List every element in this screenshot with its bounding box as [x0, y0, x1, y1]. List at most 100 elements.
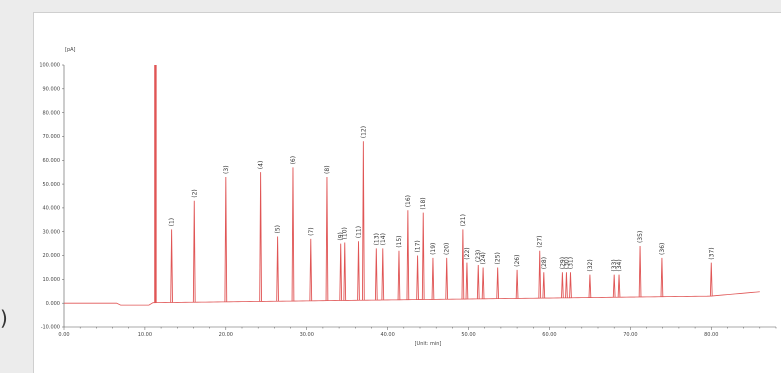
y-tick-label: 50.000 — [43, 182, 61, 188]
peak-label: (18) — [420, 197, 427, 209]
y-tick-label: 10.000 — [43, 277, 61, 283]
peak-mark — [357, 241, 360, 301]
baseline-layer — [64, 291, 760, 306]
y-tick-label: 20.000 — [43, 253, 61, 259]
peak-mark — [617, 274, 621, 298]
peak-label: (19) — [430, 243, 437, 255]
peak-label: (10) — [342, 227, 349, 239]
x-tick-label: 60.00 — [542, 332, 556, 338]
peak-label: (7) — [308, 227, 315, 236]
peak-mark — [362, 141, 365, 301]
peak-mark — [496, 267, 500, 299]
peak-mark — [588, 274, 592, 298]
peak-mark — [381, 248, 385, 301]
peak-mark — [343, 242, 347, 301]
x-tick-label: 20.00 — [219, 332, 233, 338]
peak-label: (36) — [659, 243, 666, 255]
peak-label: (2) — [191, 189, 198, 198]
peak-label: (23) — [475, 250, 482, 262]
peak-mark — [170, 229, 173, 303]
peak-mark — [565, 272, 568, 298]
peak-mark — [660, 257, 664, 297]
y-tick-label: 100.000 — [39, 63, 60, 69]
peak-label: (6) — [290, 156, 297, 165]
y-axis-title: [pA] — [65, 47, 76, 53]
peak-mark — [465, 262, 469, 300]
peak-label: (33) — [611, 259, 618, 271]
peak-label: (31) — [567, 257, 574, 269]
peak-mark — [421, 212, 425, 300]
x-axis-title: [Unit: min] — [415, 341, 442, 347]
axes-group: -10.000 0.000 10.000 20.000 30.000 40.000 50.0… — [39, 63, 777, 338]
peak-mark — [481, 267, 485, 299]
y-tick-label: 70.000 — [43, 134, 61, 140]
peak-mark — [397, 250, 401, 300]
peak-label: (25) — [495, 252, 502, 264]
peak-labels-layer: (1) (2) (3) (4) (5) (6) (7) (8) (9)(10) (11) (12) (… — [169, 126, 716, 272]
side-glyph: ) — [0, 306, 8, 330]
peak-label: (3) — [223, 165, 230, 174]
x-tick-label: 30.00 — [300, 332, 314, 338]
peak-mark — [569, 272, 572, 298]
peak-mark — [515, 269, 519, 299]
peak-label: (29) — [559, 257, 566, 269]
x-tick-label: 0.00 — [58, 332, 69, 338]
peak-label: (28) — [541, 257, 548, 269]
x-tick-label: 50.00 — [461, 332, 475, 338]
peak-mark — [542, 272, 546, 299]
peak-mark — [276, 236, 279, 302]
y-tick-label: 90.000 — [43, 87, 61, 93]
peak-label: (26) — [514, 255, 521, 267]
peak-label: (1) — [169, 218, 176, 227]
peak-mark — [374, 248, 378, 301]
peak-label: (17) — [415, 240, 422, 252]
peak-mark — [309, 238, 313, 301]
peak-label: (15) — [396, 235, 403, 247]
chromatogram-panel: -10.000 0.000 10.000 20.000 30.000 40.000 50.0… — [33, 12, 781, 373]
y-tick-label: -10.000 — [41, 325, 60, 331]
peak-label: (5) — [275, 225, 282, 234]
x-tick-label: 70.00 — [623, 332, 637, 338]
peak-label: (16) — [405, 195, 412, 207]
peak-label: (9) — [338, 232, 345, 241]
y-tick-label: 80.000 — [43, 110, 61, 116]
peak-label: (35) — [637, 231, 644, 243]
peak-mark — [538, 250, 542, 299]
peak-mark — [461, 229, 465, 300]
peak-mark — [561, 272, 564, 298]
peak-mark — [291, 167, 295, 302]
peak-label: (22) — [464, 247, 471, 259]
peak-label: (30) — [563, 257, 570, 269]
peaks-layer — [154, 65, 713, 303]
peak-mark — [612, 274, 616, 298]
peak-label: (11) — [356, 226, 363, 238]
chromatogram-chart: -10.000 0.000 10.000 20.000 30.000 40.000 50.0… — [39, 47, 777, 347]
y-tick-label: 30.000 — [43, 229, 61, 235]
peak-mark — [224, 176, 228, 302]
peak-mark — [445, 257, 449, 300]
x-tick-label: 40.00 — [380, 332, 394, 338]
y-tick-label: 40.000 — [43, 206, 61, 212]
peak-mark — [406, 210, 410, 300]
peak-label: (12) — [360, 126, 367, 138]
peak-label: (24) — [480, 252, 487, 264]
x-tick-label: 80.00 — [704, 332, 718, 338]
peak-label: (20) — [444, 243, 451, 255]
peak-label: (14) — [380, 233, 387, 245]
peak-label: (21) — [460, 214, 467, 226]
solvent-peak — [154, 65, 157, 303]
peak-mark — [339, 243, 343, 301]
peak-label: (4) — [258, 161, 265, 170]
y-tick-label: 60.000 — [43, 158, 61, 164]
peak-mark — [709, 262, 713, 297]
x-tick-label: 10.00 — [138, 332, 152, 338]
baseline-trace — [64, 291, 760, 306]
peak-label: (27) — [537, 235, 544, 247]
peak-label: (32) — [587, 259, 594, 271]
peak-mark — [476, 265, 480, 299]
peak-label: (13) — [373, 233, 380, 245]
peak-label: (34) — [616, 259, 623, 271]
peak-label: (37) — [708, 247, 715, 259]
peak-label: (8) — [324, 165, 331, 174]
peak-mark — [416, 255, 419, 300]
